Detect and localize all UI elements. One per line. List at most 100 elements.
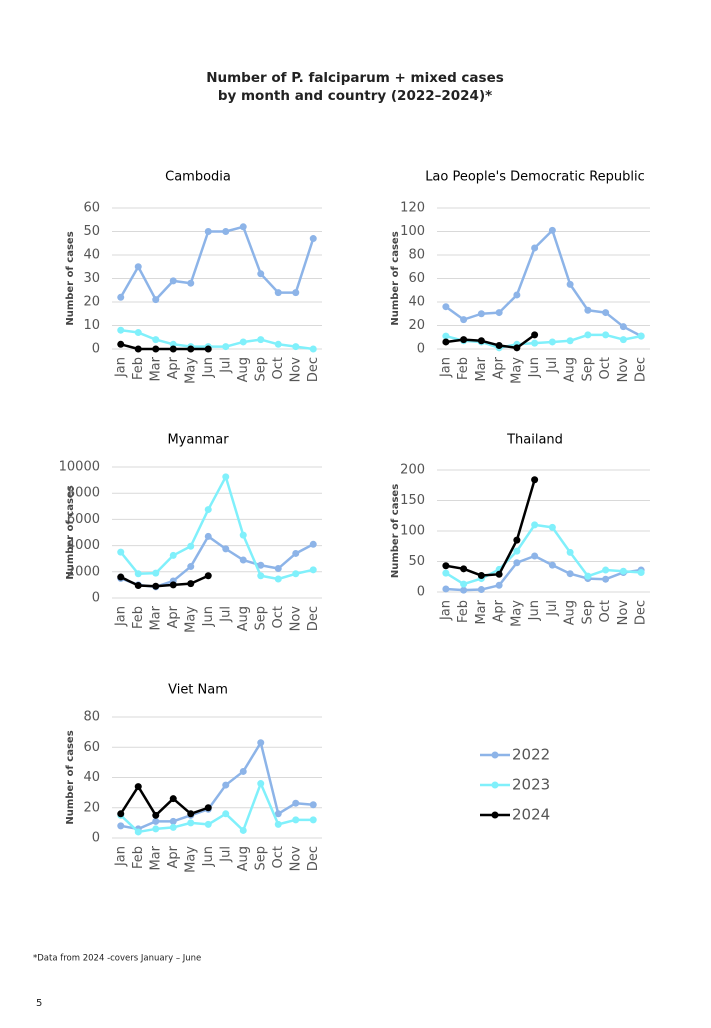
y-tick-label: 80 bbox=[83, 710, 100, 725]
chart-title: Thailand bbox=[506, 433, 563, 448]
x-tick-label: Aug bbox=[563, 357, 578, 382]
y-tick-label: 100 bbox=[400, 224, 425, 239]
x-tick-label: Aug bbox=[236, 846, 251, 871]
series-line bbox=[119, 785, 209, 817]
x-tick-label: Feb bbox=[456, 600, 471, 623]
y-axis-label: Number of cases bbox=[65, 485, 76, 579]
series-line bbox=[120, 574, 209, 588]
x-tick-label: Sep bbox=[580, 357, 595, 382]
x-tick-label: Feb bbox=[456, 357, 471, 380]
data-point bbox=[239, 338, 247, 346]
data-point bbox=[477, 572, 485, 580]
data-point bbox=[239, 223, 247, 231]
data-point bbox=[152, 582, 160, 590]
y-tick-label: 40 bbox=[408, 295, 425, 310]
data-point bbox=[637, 568, 645, 576]
x-tick-label: Sep bbox=[253, 846, 268, 871]
y-tick-label: 60 bbox=[408, 271, 425, 286]
data-point bbox=[152, 336, 160, 344]
data-point bbox=[257, 270, 265, 278]
chart: Lao People's Democratic Republic Number o… bbox=[390, 170, 650, 384]
data-point bbox=[531, 476, 539, 484]
y-tick-label: 120 bbox=[400, 201, 425, 216]
y-tick-label: 100 bbox=[400, 524, 425, 539]
data-point bbox=[222, 473, 230, 481]
data-point bbox=[309, 540, 317, 548]
data-point bbox=[239, 767, 247, 775]
data-point bbox=[152, 569, 160, 577]
data-point bbox=[495, 309, 503, 317]
x-tick-label: Nov bbox=[288, 846, 303, 872]
legend-label: 2024 bbox=[512, 806, 550, 824]
data-point bbox=[292, 799, 300, 807]
data-point bbox=[460, 336, 468, 344]
data-point bbox=[152, 296, 160, 304]
data-point bbox=[274, 289, 282, 297]
x-tick-label: Oct bbox=[271, 357, 286, 379]
data-point bbox=[257, 780, 265, 788]
data-point bbox=[239, 531, 247, 539]
data-point bbox=[548, 338, 556, 346]
y-axis-label: Number of cases bbox=[390, 484, 401, 578]
series-line bbox=[445, 523, 642, 586]
data-point bbox=[274, 575, 282, 583]
x-tick-label: May bbox=[509, 357, 524, 384]
data-point bbox=[602, 331, 610, 339]
legend-label: 2023 bbox=[512, 776, 550, 794]
data-point bbox=[566, 548, 574, 556]
data-point bbox=[257, 739, 265, 747]
y-tick-label: 0 bbox=[417, 585, 425, 600]
x-tick-label: Jun bbox=[201, 606, 216, 627]
x-tick-label: Jun bbox=[201, 846, 216, 867]
data-point bbox=[619, 336, 627, 344]
x-tick-label: Oct bbox=[271, 606, 286, 628]
data-point bbox=[602, 309, 610, 317]
data-point bbox=[548, 226, 556, 234]
y-tick-label: 50 bbox=[83, 224, 100, 239]
y-tick-label: 4000 bbox=[67, 538, 100, 553]
x-tick-label: Sep bbox=[580, 600, 595, 625]
y-tick-label: 60 bbox=[83, 740, 100, 755]
x-tick-label: Jul bbox=[545, 357, 560, 374]
data-point bbox=[292, 343, 300, 351]
data-point bbox=[222, 343, 230, 351]
data-point bbox=[169, 277, 177, 285]
data-point bbox=[442, 332, 450, 340]
x-tick-label: Dec bbox=[306, 846, 321, 871]
x-tick-label: Feb bbox=[131, 357, 146, 380]
data-point bbox=[309, 801, 317, 809]
data-point bbox=[477, 310, 485, 318]
data-point bbox=[531, 244, 539, 252]
y-tick-label: 0 bbox=[92, 831, 100, 846]
page-title: by month and country (2022–2024)* bbox=[218, 88, 492, 104]
x-tick-label: Dec bbox=[306, 606, 321, 631]
data-point bbox=[309, 235, 317, 243]
legend-label: 2022 bbox=[512, 746, 550, 764]
data-point bbox=[531, 552, 539, 560]
chart-title: Cambodia bbox=[165, 170, 231, 185]
data-point bbox=[637, 332, 645, 340]
x-tick-label: Jul bbox=[218, 606, 233, 623]
data-point bbox=[222, 545, 230, 553]
data-point bbox=[134, 570, 142, 578]
x-tick-label: Jul bbox=[218, 846, 233, 863]
x-tick-label: Jun bbox=[527, 600, 542, 621]
y-tick-label: 40 bbox=[83, 248, 100, 263]
data-point bbox=[274, 565, 282, 573]
data-point bbox=[309, 816, 317, 824]
y-axis-label: Number of cases bbox=[65, 730, 76, 824]
x-tick-label: Oct bbox=[271, 846, 286, 868]
y-tick-label: 20 bbox=[83, 800, 100, 815]
chart-title: Myanmar bbox=[167, 433, 229, 448]
x-tick-label: Dec bbox=[634, 357, 649, 382]
data-point bbox=[619, 567, 627, 575]
data-point bbox=[442, 569, 450, 577]
chart-title: Viet Nam bbox=[168, 683, 228, 698]
data-point bbox=[566, 337, 574, 345]
chart: Cambodia Number of cases 0 10 20 30 40 50 60 Jan F… bbox=[65, 170, 322, 384]
x-tick-label: May bbox=[509, 600, 524, 627]
data-point bbox=[169, 817, 177, 825]
y-tick-label: 10 bbox=[83, 318, 100, 333]
